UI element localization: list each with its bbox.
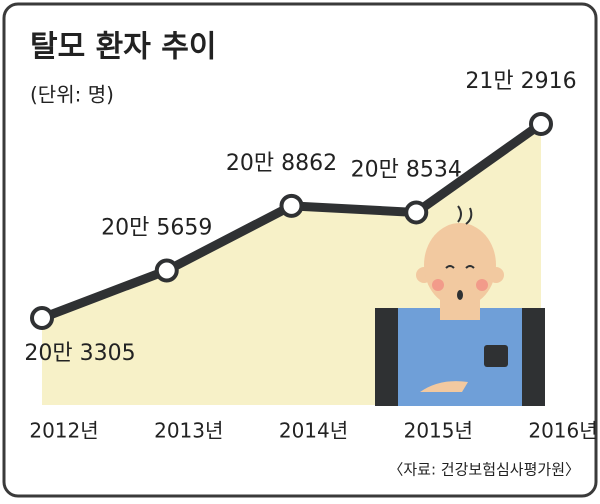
x-tick-label: 2015년 bbox=[404, 419, 473, 443]
point bbox=[154, 258, 179, 283]
line-layer: 20만 3305 2012년 20만 5659 2013년 20만 8862 2014년 2… bbox=[24, 69, 597, 443]
x-tick-label: 2013년 bbox=[154, 419, 223, 443]
x-tick-label: 2012년 bbox=[29, 419, 98, 443]
value-label: 20만 8534 bbox=[351, 157, 462, 182]
value-label: 20만 5659 bbox=[101, 215, 212, 240]
value-label: 21만 2916 bbox=[465, 69, 576, 94]
point bbox=[529, 112, 553, 136]
chart-subtitle: (단위: 명) bbox=[30, 83, 114, 107]
x-tick-label: 2014년 bbox=[279, 419, 348, 443]
point bbox=[279, 193, 304, 218]
value-label: 20만 3305 bbox=[24, 341, 135, 366]
illustration bbox=[375, 205, 545, 406]
point bbox=[30, 306, 54, 330]
point bbox=[404, 200, 429, 225]
source: 〈자료: 건강보험심사평가원〉 bbox=[388, 461, 580, 479]
x-tick-label: 2016년 bbox=[528, 419, 597, 443]
chart-title: 탈모 환자 추이 bbox=[30, 30, 217, 65]
value-label: 20만 8862 bbox=[226, 151, 337, 176]
